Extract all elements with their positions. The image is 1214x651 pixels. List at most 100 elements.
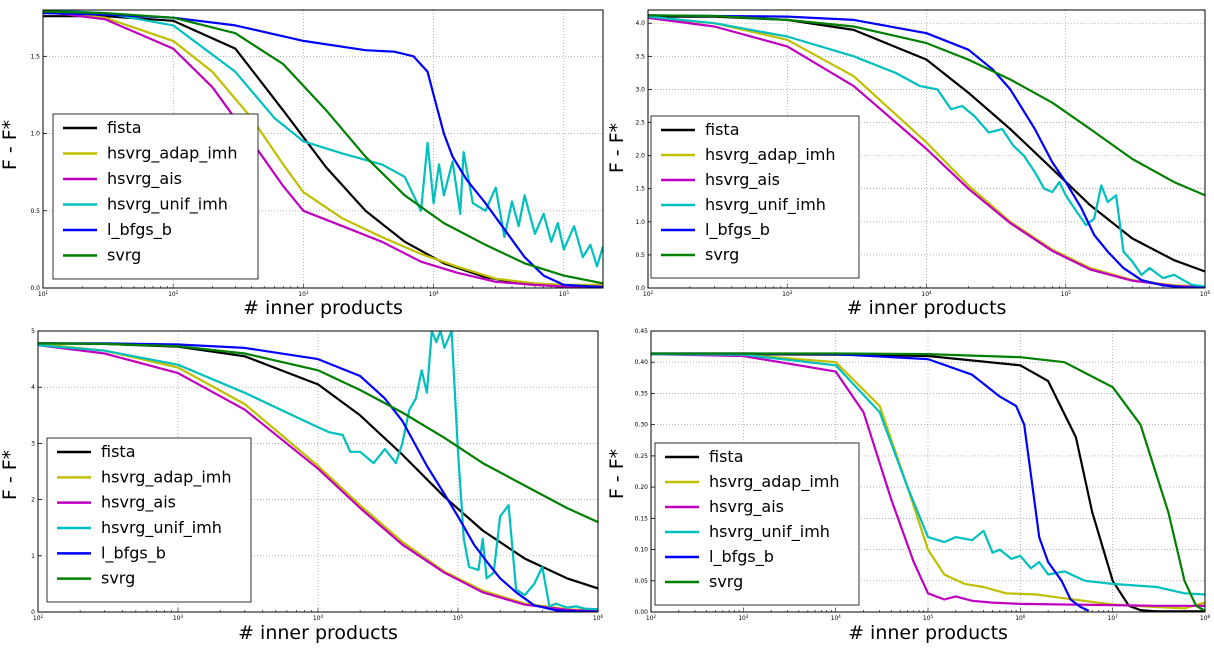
- legend-box: [650, 115, 860, 279]
- y-tick-label: 4.0: [635, 20, 645, 27]
- legend-label: hsvrg_unif_imh: [709, 522, 830, 542]
- y-tick-label: 2: [31, 497, 35, 504]
- series-line-l-bfgs-b: [651, 352, 1090, 612]
- legend-label: svrg: [705, 245, 739, 264]
- y-tick-label: 0.25: [635, 453, 649, 460]
- y-tick-label: 2.0: [635, 153, 645, 160]
- y-tick-label: 0.0: [30, 285, 40, 292]
- plot-frame: [650, 330, 1206, 613]
- legend: fista hsvrg_adap_imh hsvrg_ais hsvrg_unif_i…: [52, 113, 259, 280]
- x-tick-label: 106: [1200, 290, 1211, 298]
- x-tick-label: 104: [831, 614, 842, 622]
- x-tick-label: 104: [313, 614, 324, 622]
- legend-label: hsvrg_unif_imh: [107, 195, 228, 215]
- legend-label: hsvrg_ais: [709, 497, 784, 517]
- y-tick-label: 0.5: [635, 252, 645, 259]
- series-line-hsvrg-ais: [43, 10, 603, 288]
- x-tick-label: 102: [643, 290, 654, 298]
- series-line-hsvrg-unif-imh: [43, 10, 603, 268]
- y-tick-label: 1.5: [635, 186, 645, 193]
- chart-panel-3: 0 1 2 3 4 5 102 103 104 105 106 F - F* # inner produ…: [0, 328, 604, 644]
- y-axis-label: F - F*: [606, 449, 628, 499]
- series-group: [38, 331, 598, 612]
- y-tick-label: 0.35: [635, 390, 649, 397]
- series-line-svrg: [648, 14, 1205, 197]
- x-tick-label: 102: [168, 290, 179, 298]
- y-axis-label: F - F*: [0, 120, 21, 170]
- legend-label: fista: [107, 118, 142, 137]
- x-axis-label: # inner products: [847, 297, 1007, 319]
- legend-label: fista: [709, 447, 744, 466]
- x-tick-label: 103: [782, 290, 793, 298]
- chart-panel-1: 0.0 0.5 1.0 1.5 101 102 103 104 105 F - F* # inner…: [0, 9, 604, 319]
- y-axis-label: F - F*: [0, 450, 21, 500]
- legend-label: l_bfgs_b: [705, 220, 770, 240]
- legend-label: fista: [705, 120, 740, 139]
- y-tick-label: 1.5: [30, 53, 40, 60]
- legend-box: [654, 442, 860, 606]
- legend-label: hsvrg_unif_imh: [705, 195, 826, 215]
- series-group: [43, 10, 603, 288]
- y-tick-label: 0.45: [635, 328, 649, 335]
- x-tick-label: 105: [559, 290, 570, 298]
- y-tick-label: 3.5: [635, 53, 645, 60]
- legend-label: hsvrg_adap_imh: [705, 145, 836, 165]
- x-tick-label: 107: [1108, 614, 1119, 622]
- series-line-hsvrg-ais: [38, 344, 598, 612]
- y-tick-label: 0.40: [635, 359, 649, 366]
- legend-label: svrg: [107, 246, 141, 265]
- y-tick-label: 4: [31, 384, 35, 391]
- x-tick-label: 102: [33, 614, 44, 622]
- x-tick-label: 106: [1015, 614, 1026, 622]
- legend-label: hsvrg_adap_imh: [709, 472, 840, 492]
- series-line-hsvrg-adap-imh: [43, 10, 603, 286]
- plot-frame: [647, 9, 1206, 289]
- y-tick-label: 0: [31, 609, 35, 616]
- y-tick-label: 3: [31, 440, 35, 447]
- series-line-hsvrg-ais: [648, 16, 1205, 288]
- chart-panel-2: 0.0 0.5 1.0 1.5 2.0 2.5 3.0 3.5 4.0 102 103 104 105 1…: [606, 9, 1211, 319]
- x-tick-label: 105: [1061, 290, 1072, 298]
- x-tick-label: 104: [921, 290, 932, 298]
- chart-panel-4: 0.00 0.05 0.10 0.15 0.20 0.25 0.30 0.35 0.40 0.45…: [606, 328, 1211, 644]
- legend-label: hsvrg_adap_imh: [101, 467, 232, 487]
- y-tick-label: 3.0: [635, 86, 645, 93]
- y-tick-label: 0.00: [635, 609, 649, 616]
- series-line-hsvrg-unif-imh: [648, 15, 1205, 288]
- y-tick-label: 1: [31, 553, 35, 560]
- y-tick-label: 0.20: [635, 484, 649, 491]
- series-line-svrg: [43, 10, 603, 285]
- x-tick-label: 105: [453, 614, 464, 622]
- x-tick-label: 102: [646, 614, 657, 622]
- x-tick-label: 101: [38, 290, 49, 298]
- legend-label: l_bfgs_b: [101, 543, 166, 563]
- x-tick-label: 104: [429, 290, 440, 298]
- legend-label: hsvrg_unif_imh: [101, 518, 222, 538]
- x-tick-label: 105: [923, 614, 934, 622]
- y-tick-label: 2.5: [635, 120, 645, 127]
- legend: fista hsvrg_adap_imh hsvrg_ais hsvrg_unif_i…: [46, 437, 252, 603]
- legend-label: svrg: [709, 572, 743, 591]
- x-axis-label: # inner products: [848, 622, 1008, 644]
- y-tick-label: 0.15: [635, 515, 649, 522]
- series-group: [648, 14, 1205, 288]
- plot-frame: [37, 330, 599, 613]
- series-line-svrg: [38, 342, 598, 524]
- plot-frame: [42, 9, 604, 289]
- y-tick-label: 5: [31, 328, 35, 335]
- legend-label: hsvrg_adap_imh: [107, 144, 238, 164]
- legend-label: svrg: [101, 569, 135, 588]
- legend-label: l_bfgs_b: [107, 220, 172, 240]
- legend-box: [46, 437, 252, 603]
- series-line-hsvrg-unif-imh: [651, 353, 1205, 596]
- series-line-hsvrg-ais: [651, 353, 1205, 607]
- series-group: [651, 352, 1205, 612]
- legend-label: hsvrg_ais: [107, 169, 182, 189]
- y-axis-label: F - F*: [606, 123, 628, 173]
- legend-label: fista: [101, 442, 136, 461]
- series-line-l-bfgs-b: [43, 12, 603, 288]
- legend-label: hsvrg_ais: [705, 170, 780, 190]
- series-line-svrg: [651, 352, 1205, 612]
- x-axis-label: # inner products: [243, 297, 403, 319]
